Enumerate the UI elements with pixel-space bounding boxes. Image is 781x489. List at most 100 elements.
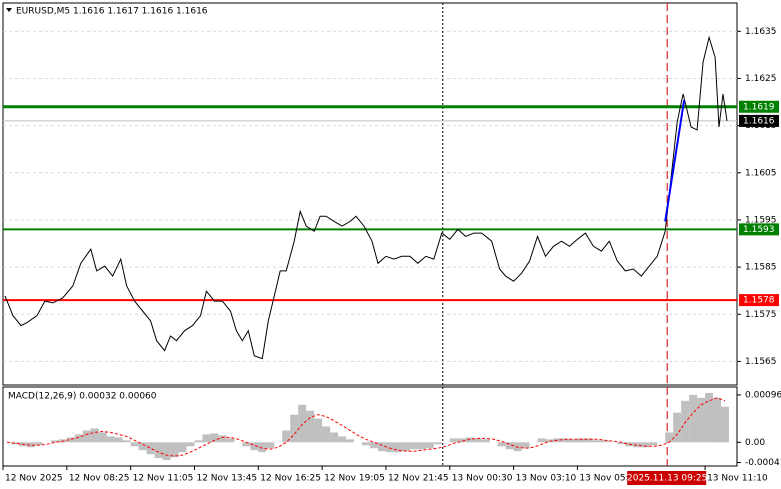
macd-bar — [705, 392, 714, 443]
macd-bar — [290, 414, 299, 443]
macd-bar — [409, 442, 418, 450]
x-tick-label: 13 Nov 03:10 — [516, 474, 577, 484]
macd-bar — [601, 440, 610, 443]
macd-bar — [82, 430, 91, 443]
x-tick-label: 12 Nov 08:25 — [69, 474, 130, 484]
macd-bar — [537, 438, 546, 443]
level-label: 1.1619 — [743, 102, 775, 112]
macd-bar — [306, 410, 315, 443]
macd-bar — [26, 442, 35, 448]
chart-title: EURUSD,M5 1.1616 1.1617 1.1616 1.1616 — [16, 7, 208, 17]
macd-bar — [457, 438, 466, 443]
macd-bar — [561, 438, 570, 443]
macd-bar — [481, 439, 490, 443]
macd-bar — [401, 442, 410, 452]
level-label: 1.1593 — [743, 225, 775, 235]
y-tick-label: 1.1625 — [745, 74, 777, 84]
macd-bar — [473, 438, 482, 443]
macd-bar — [505, 442, 514, 450]
macd-bar — [369, 442, 378, 449]
macd-bar — [585, 438, 594, 443]
x-tick-label: 12 Nov 16:25 — [260, 474, 321, 484]
level-label-bg — [739, 294, 779, 307]
macd-bar — [114, 437, 123, 443]
trendline — [664, 99, 686, 222]
macd-bar — [417, 442, 426, 450]
macd-bar — [178, 442, 187, 453]
macd-bar — [154, 442, 163, 459]
macd-bar — [202, 434, 211, 443]
macd-bar — [250, 442, 259, 451]
macd-bar — [449, 438, 458, 443]
macd-bar — [338, 436, 347, 443]
macd-bar — [50, 440, 59, 443]
macd-bar — [170, 442, 179, 458]
macd-bar — [553, 438, 562, 443]
x-tick-label: 13 Nov 00:30 — [452, 474, 513, 484]
x-tick-label: 12 Nov 21:45 — [388, 474, 449, 484]
x-tick-label: 12 Nov 11:05 — [133, 474, 194, 484]
macd-bar — [130, 442, 139, 447]
macd-y-tick-label: -0.00041 — [745, 458, 781, 468]
macd-bar — [433, 442, 442, 445]
macd-bar — [385, 442, 394, 453]
title-arrow — [6, 8, 12, 12]
x-tick-label: 13 Nov 11:10 — [707, 474, 768, 484]
macd-bar — [569, 439, 578, 443]
macd-bar — [266, 442, 275, 449]
macd-bar — [617, 442, 626, 445]
macd-bar — [66, 437, 75, 443]
x-tick-label: 12 Nov 19:05 — [324, 474, 385, 484]
macd-bar — [314, 418, 323, 443]
macd-bar — [641, 442, 650, 448]
macd-bar — [242, 442, 251, 447]
macd-bar — [218, 435, 227, 443]
y-tick-label: 1.1565 — [745, 357, 777, 367]
macd-panel — [2, 386, 738, 467]
y-tick-label: 1.1635 — [745, 27, 777, 37]
macd-bar — [649, 442, 658, 446]
macd-bar — [346, 439, 355, 443]
macd-bar — [377, 442, 386, 452]
macd-bar — [106, 436, 115, 443]
macd-bar — [282, 430, 291, 443]
last-price-label: 1.1616 — [743, 116, 775, 126]
macd-bar — [593, 440, 602, 443]
x-tick-label: 12 Nov 13:45 — [196, 474, 257, 484]
macd-bar — [194, 440, 203, 443]
macd-bar — [330, 432, 339, 443]
macd-bar — [298, 404, 307, 443]
time-label: 2025.11.13 09:25 — [627, 474, 707, 484]
y-tick-label: 1.1575 — [745, 310, 777, 320]
macd-bar — [713, 397, 722, 443]
x-tick-label: 13 Nov 05:50 — [579, 474, 640, 484]
level-label-bg — [739, 100, 779, 113]
price-line — [4, 35, 728, 360]
macd-bar — [146, 442, 155, 455]
macd-bar — [258, 442, 267, 453]
macd-bar — [673, 412, 682, 443]
x-tick-label: 12 Nov 2025 — [5, 474, 63, 484]
macd-bar — [465, 437, 474, 443]
level-label-bg — [739, 223, 779, 236]
y-tick-label: 1.1585 — [745, 263, 777, 273]
macd-bar — [362, 442, 371, 446]
macd-bar — [122, 440, 131, 443]
macd-bar — [393, 442, 402, 453]
macd-signal — [6, 397, 726, 457]
macd-y-tick-label: 0.00 — [745, 438, 765, 448]
macd-bar — [186, 442, 195, 447]
macd-bar — [689, 394, 698, 443]
macd-bar — [138, 442, 147, 451]
macd-bar — [633, 442, 642, 448]
macd-bar — [521, 442, 530, 449]
macd-bar — [497, 442, 506, 447]
macd-bar — [162, 442, 171, 461]
macd-title: MACD(12,26,9) 0.00032 0.00060 — [8, 392, 157, 402]
macd-bar — [10, 442, 19, 445]
last-price-bg — [739, 114, 779, 127]
macd-bar — [90, 428, 99, 443]
macd-bar — [577, 438, 586, 443]
macd-bar — [681, 400, 690, 443]
